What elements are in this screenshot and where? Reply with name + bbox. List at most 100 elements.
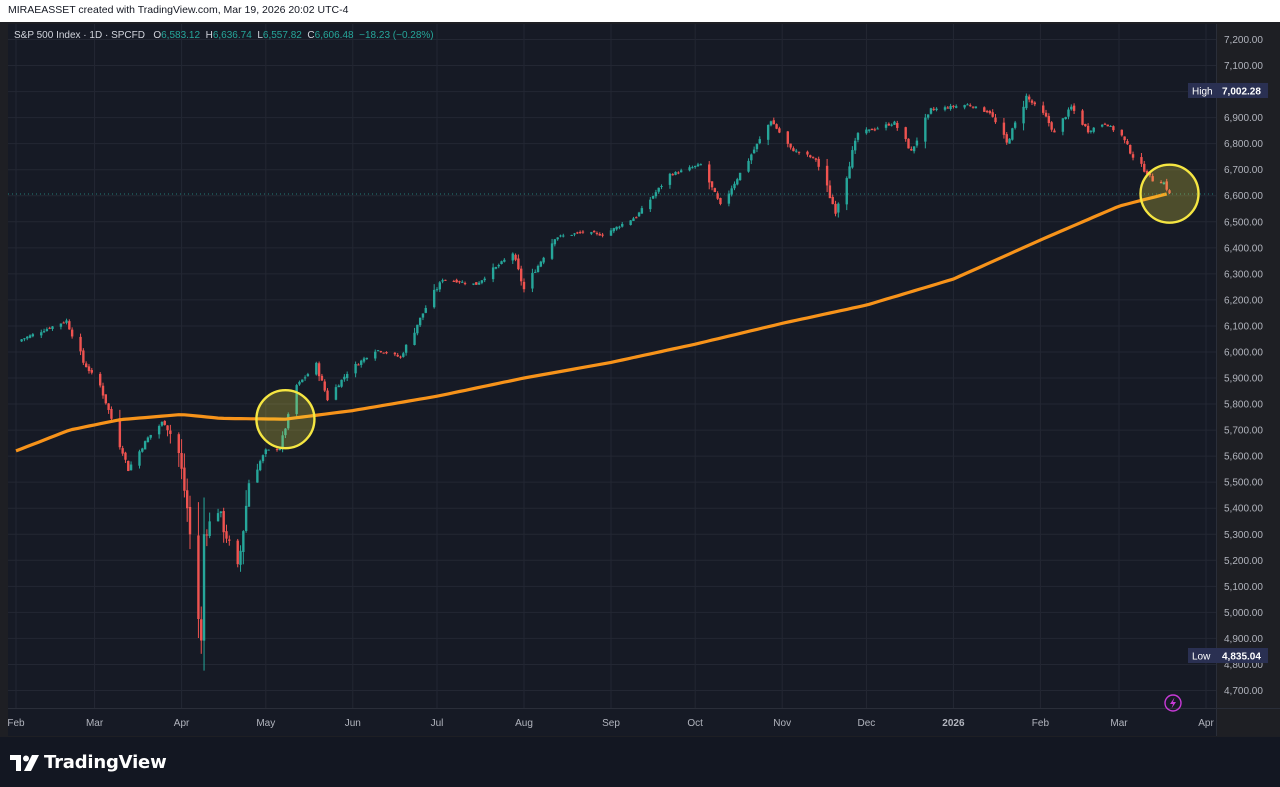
legend-symbol: S&P 500 Index · 1D · SPCFD bbox=[14, 30, 145, 41]
candle bbox=[570, 234, 573, 236]
candle bbox=[856, 132, 860, 143]
candle bbox=[26, 336, 29, 341]
candle bbox=[118, 409, 122, 450]
candle bbox=[463, 281, 467, 286]
y-tick-label: 6,500.00 bbox=[1224, 217, 1263, 228]
candle bbox=[621, 222, 624, 228]
candle bbox=[772, 117, 775, 125]
candle bbox=[365, 357, 369, 360]
candle bbox=[110, 406, 113, 421]
y-tick-label: 7,200.00 bbox=[1224, 35, 1263, 46]
candle bbox=[475, 282, 478, 285]
candle bbox=[500, 260, 503, 265]
candle bbox=[404, 344, 408, 356]
candle bbox=[169, 424, 172, 444]
candle bbox=[1100, 124, 1104, 128]
candle bbox=[188, 495, 192, 550]
candle bbox=[559, 234, 562, 238]
x-tick-label: Jun bbox=[345, 718, 361, 729]
candle bbox=[432, 284, 436, 309]
legend-high-label: H bbox=[205, 30, 213, 41]
candle bbox=[814, 157, 818, 162]
candle bbox=[1002, 117, 1006, 139]
candle bbox=[138, 449, 141, 469]
candle bbox=[1159, 180, 1163, 184]
candle bbox=[747, 158, 750, 173]
y-tick-label: 6,800.00 bbox=[1224, 139, 1263, 150]
price-chart[interactable]: 7,200.007,100.007,000.006,900.006,800.00… bbox=[0, 0, 1280, 737]
candle bbox=[1025, 93, 1028, 110]
candle bbox=[458, 280, 461, 284]
candle bbox=[261, 454, 265, 464]
candle bbox=[1129, 144, 1132, 155]
candle bbox=[873, 127, 877, 132]
candle bbox=[696, 162, 700, 167]
candle bbox=[971, 106, 975, 109]
candle bbox=[985, 109, 989, 114]
candle bbox=[752, 146, 756, 154]
candle bbox=[699, 163, 703, 166]
candle bbox=[519, 265, 523, 286]
candle bbox=[20, 338, 23, 343]
candle bbox=[121, 445, 124, 456]
candle bbox=[441, 278, 444, 284]
candle bbox=[1070, 104, 1073, 111]
legend-open: 6,583.12 bbox=[161, 30, 201, 41]
candle bbox=[556, 237, 559, 241]
candle bbox=[1162, 181, 1166, 185]
candle bbox=[303, 375, 307, 381]
candle bbox=[708, 161, 711, 190]
brand-text: TradingView bbox=[44, 752, 167, 773]
candle bbox=[480, 280, 484, 285]
candle bbox=[969, 103, 972, 107]
y-tick-label: 7,100.00 bbox=[1224, 61, 1263, 72]
candle bbox=[62, 321, 65, 324]
candle bbox=[1044, 109, 1048, 118]
candle bbox=[345, 371, 349, 382]
x-tick-label: Apr bbox=[1198, 718, 1214, 729]
candle bbox=[1086, 123, 1090, 134]
candle bbox=[438, 281, 441, 293]
candle bbox=[146, 436, 150, 443]
y-tick-label: 4,900.00 bbox=[1224, 634, 1263, 645]
candle bbox=[396, 353, 399, 358]
legend-low-label: L bbox=[257, 30, 263, 41]
candle bbox=[635, 216, 638, 219]
lightning-icon[interactable] bbox=[1164, 694, 1182, 712]
tradingview-brand[interactable]: TradingView bbox=[10, 752, 167, 773]
candle bbox=[143, 440, 147, 450]
candle bbox=[1143, 160, 1146, 173]
candle bbox=[127, 460, 130, 472]
y-tick-label: 6,300.00 bbox=[1224, 269, 1263, 280]
candle bbox=[668, 172, 672, 189]
candle bbox=[769, 120, 773, 127]
y-tick-label: 5,000.00 bbox=[1224, 608, 1263, 619]
candle bbox=[1030, 99, 1034, 105]
candle bbox=[851, 146, 854, 169]
candle bbox=[205, 529, 209, 547]
candle bbox=[637, 211, 641, 217]
candle bbox=[45, 327, 49, 332]
x-tick-label: Oct bbox=[687, 718, 703, 729]
candle bbox=[1084, 123, 1087, 127]
candle bbox=[1053, 128, 1056, 133]
candle bbox=[1109, 125, 1112, 127]
y-tick-label: 5,900.00 bbox=[1224, 374, 1263, 385]
candle bbox=[1064, 116, 1067, 120]
legend-change: −18.23 (−0.28%) bbox=[359, 30, 434, 41]
candle bbox=[1072, 103, 1076, 114]
candle bbox=[562, 233, 565, 238]
candle bbox=[966, 103, 969, 106]
candle bbox=[461, 280, 464, 283]
candle bbox=[654, 189, 658, 199]
candle bbox=[65, 318, 68, 325]
candle bbox=[890, 123, 893, 127]
high-badge-label: High bbox=[1192, 87, 1213, 98]
chart-pane[interactable] bbox=[8, 24, 1216, 736]
candle bbox=[287, 412, 290, 431]
candle bbox=[258, 459, 262, 472]
candle bbox=[1067, 107, 1070, 120]
candle bbox=[727, 190, 731, 207]
y-tick-label: 6,600.00 bbox=[1224, 191, 1263, 202]
grid bbox=[8, 24, 1216, 708]
